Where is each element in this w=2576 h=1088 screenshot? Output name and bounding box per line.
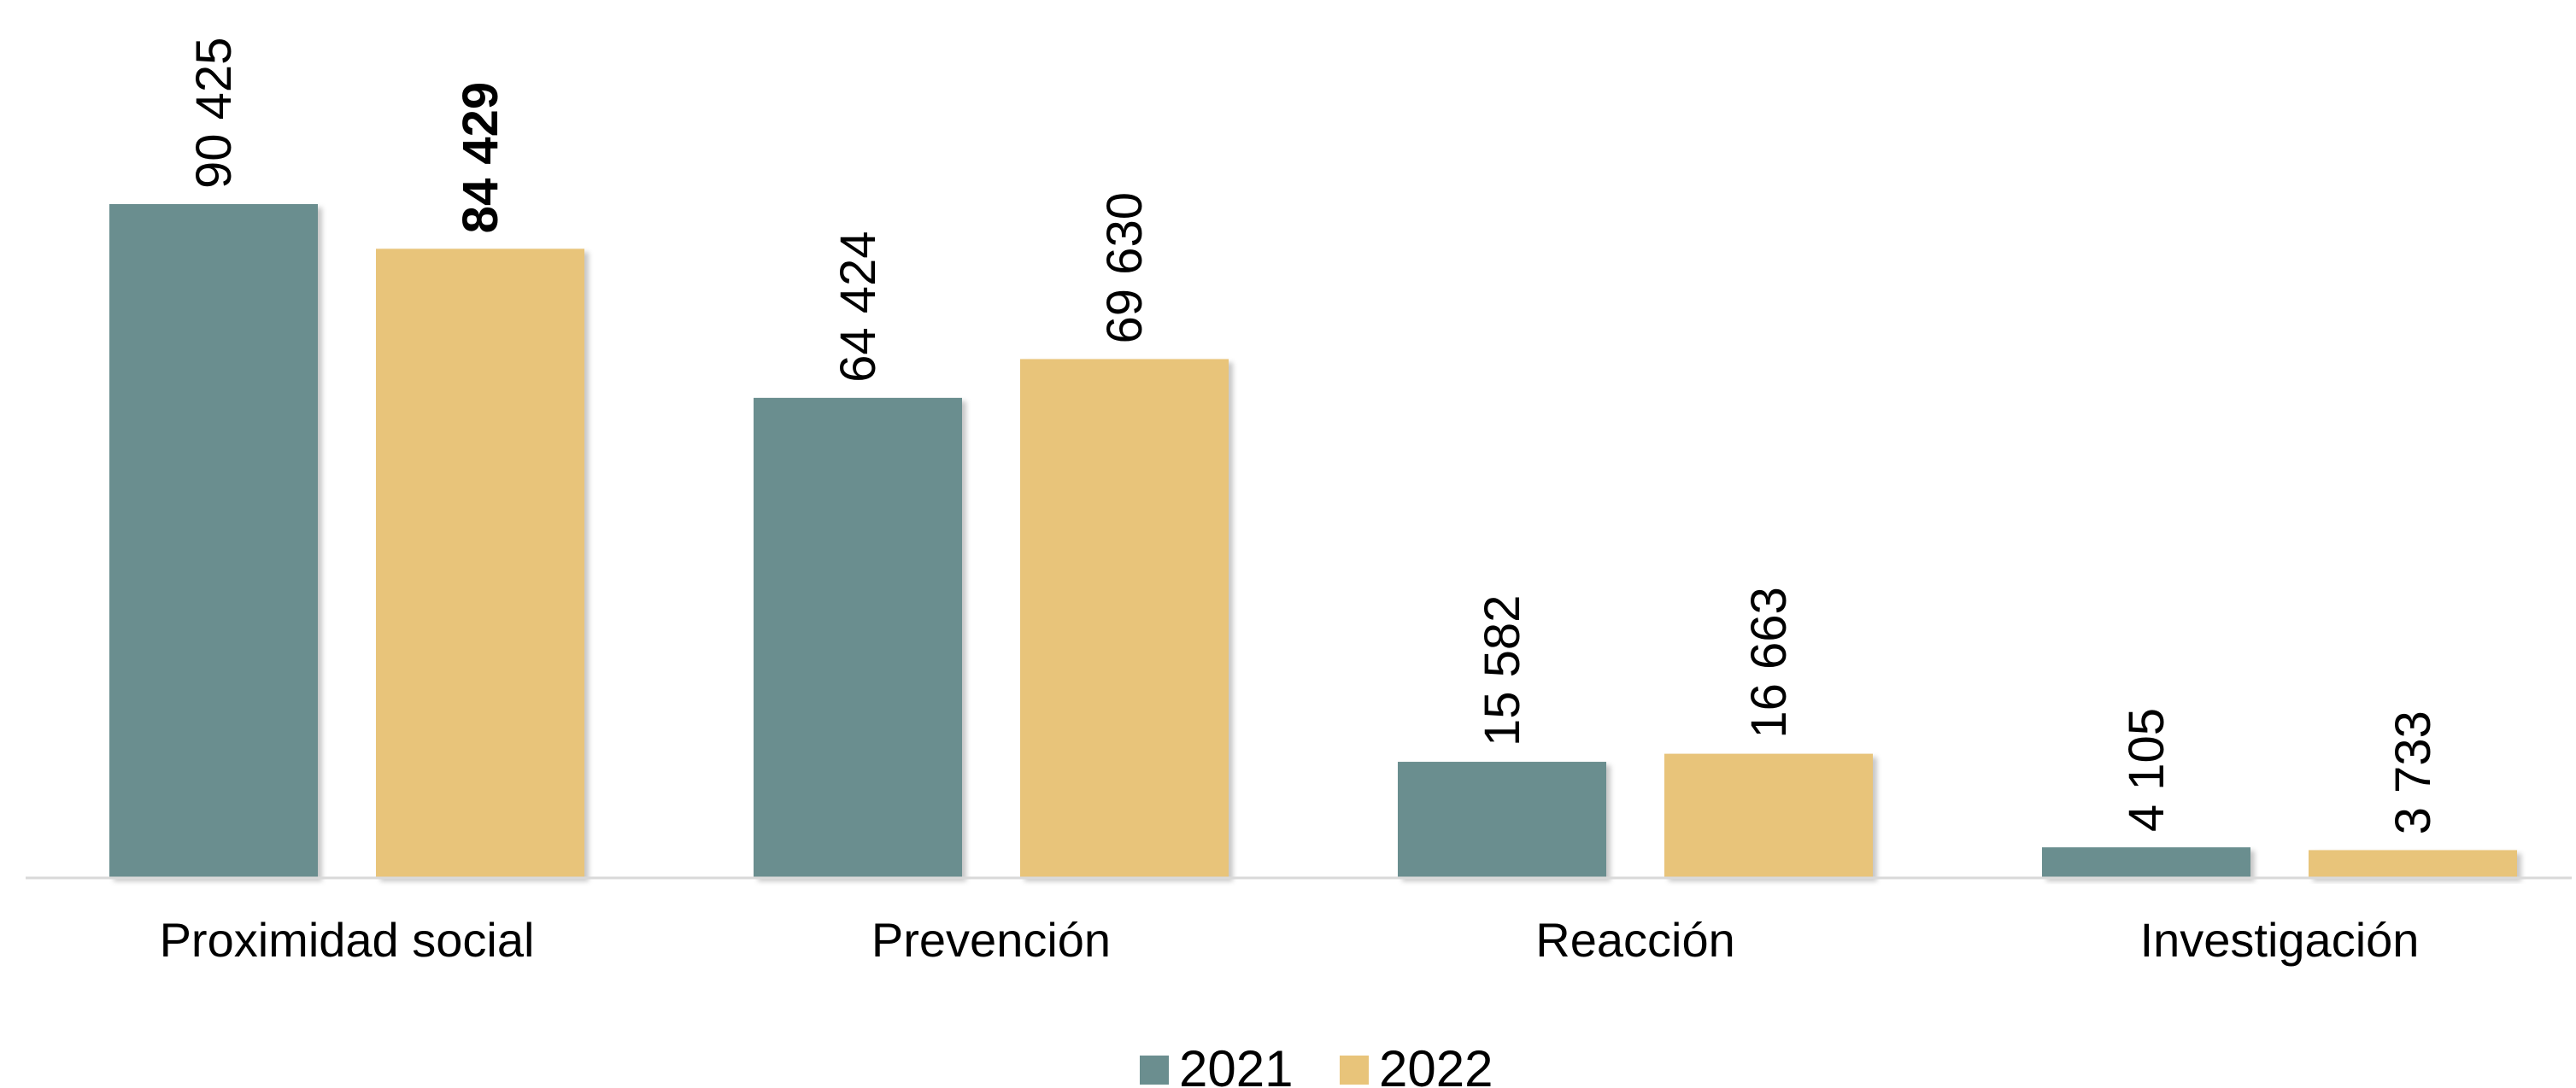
category-label-2: Reacción bbox=[1535, 913, 1734, 967]
value-labels-group: 90 425 84 429 64 424 69 630 15 582 16 663 4 10… bbox=[186, 38, 2441, 835]
category-labels-group: Proximidad social Prevención Reacción Inves… bbox=[160, 913, 2420, 967]
category-label-3: Investigación bbox=[2140, 913, 2420, 967]
value-label-2022-2: 16 663 bbox=[1741, 587, 1797, 738]
legend-label-2021: 2021 bbox=[1179, 1040, 1293, 1088]
value-label-2021-0: 90 425 bbox=[186, 38, 242, 189]
bars-group bbox=[109, 204, 2517, 879]
value-label-2021-1: 64 424 bbox=[830, 231, 886, 382]
category-label-0: Proximidad social bbox=[160, 913, 535, 967]
value-label-2022-0: 84 429 bbox=[453, 82, 508, 233]
legend-label-2022: 2022 bbox=[1379, 1040, 1493, 1088]
bar-2021-2 bbox=[1398, 762, 1606, 878]
bar-2022-0 bbox=[376, 249, 584, 878]
bar-2022-2 bbox=[1664, 753, 1873, 878]
category-label-1: Prevención bbox=[871, 913, 1111, 967]
legend-swatch-2022 bbox=[1340, 1056, 1369, 1085]
legend: 2021 2022 bbox=[1140, 1040, 1493, 1088]
value-label-2021-2: 15 582 bbox=[1475, 595, 1530, 746]
bar-2022-3 bbox=[2309, 850, 2517, 878]
bar-2021-0 bbox=[109, 204, 318, 878]
value-label-2021-3: 4 105 bbox=[2119, 708, 2174, 832]
legend-swatch-2021 bbox=[1140, 1056, 1169, 1085]
bar-2022-1 bbox=[1020, 359, 1229, 878]
value-label-2022-3: 3 733 bbox=[2385, 711, 2441, 834]
bar-2021-3 bbox=[2042, 847, 2250, 878]
value-label-2022-1: 69 630 bbox=[1097, 192, 1153, 343]
bar-2021-1 bbox=[754, 397, 962, 879]
